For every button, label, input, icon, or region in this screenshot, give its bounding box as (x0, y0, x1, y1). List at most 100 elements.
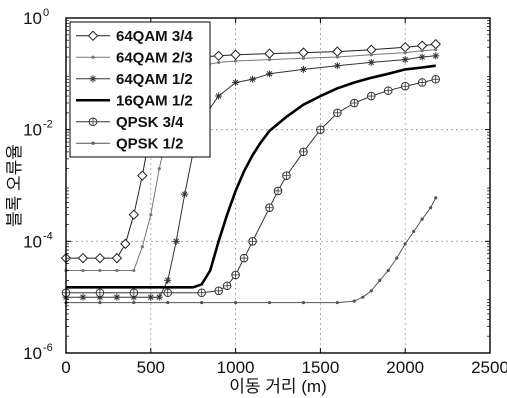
data-point (267, 300, 272, 305)
data-point (147, 293, 155, 301)
data-point (417, 78, 427, 87)
data-point (367, 58, 375, 66)
data-point (420, 49, 424, 53)
data-point (113, 293, 121, 301)
legend-item: 64QAM 1/2 (76, 71, 193, 88)
data-point (352, 299, 356, 303)
data-point (231, 270, 240, 280)
data-point (299, 147, 308, 157)
x-tick-label: 1000 (217, 358, 255, 377)
data-point (98, 300, 102, 305)
legend-label: QPSK 1/2 (116, 135, 184, 152)
data-point (213, 50, 224, 62)
data-point (361, 295, 365, 299)
y-tick-label: 10 (23, 121, 42, 140)
y-tick-exponent: -6 (43, 342, 53, 354)
data-point (166, 300, 170, 305)
data-point (137, 170, 148, 181)
data-point (266, 70, 274, 78)
y-tick-label: 10 (23, 232, 42, 251)
y-tick-exponent: -2 (43, 119, 53, 131)
legend-item: 64QAM 2/3 (76, 49, 193, 66)
data-point (128, 209, 140, 220)
data-point (403, 51, 407, 55)
data-point (403, 242, 407, 246)
data-point (157, 167, 161, 171)
legend-marker (87, 30, 99, 41)
data-point (232, 78, 240, 86)
legend-item: 16QAM 1/2 (76, 92, 193, 109)
plot-area-frame (65, 17, 491, 354)
data-point (369, 289, 373, 293)
legend-label: 64QAM 1/2 (116, 71, 193, 88)
y-axis-label: 블록 오류율 (5, 144, 24, 227)
legend-marker (91, 55, 95, 59)
data-point (383, 86, 393, 95)
data-point (234, 59, 238, 63)
series-line (66, 78, 436, 294)
data-point (366, 44, 377, 55)
data-point (299, 65, 307, 73)
data-point (234, 300, 238, 305)
series-6 (64, 196, 438, 305)
data-point (172, 237, 180, 245)
data-point (298, 47, 309, 58)
x-tick-label: 500 (137, 358, 165, 377)
data-point (111, 252, 123, 264)
data-point (416, 40, 428, 51)
data-point (249, 75, 257, 83)
data-point (301, 56, 306, 60)
data-point (98, 268, 102, 273)
legend-marker (89, 75, 97, 83)
data-point (401, 56, 409, 64)
data-point (316, 125, 325, 134)
data-point (164, 276, 172, 284)
legend-label: QPSK 3/4 (116, 114, 184, 131)
data-point (264, 48, 275, 59)
data-point (418, 53, 426, 61)
series-4 (66, 64, 436, 289)
data-point (200, 300, 204, 305)
legend-item: QPSK 3/4 (76, 114, 184, 131)
y-tick-exponent: -4 (43, 230, 53, 242)
data-point (222, 281, 232, 291)
legend-label: 64QAM 3/4 (116, 28, 193, 45)
data-point (420, 217, 424, 221)
y-tick-label: 10 (23, 344, 42, 363)
data-point (399, 41, 411, 53)
series-line (66, 64, 436, 289)
data-point (95, 288, 105, 298)
data-point (81, 268, 85, 273)
legend-label: 64QAM 2/3 (116, 49, 193, 66)
data-point (395, 256, 399, 260)
data-point (217, 60, 221, 65)
x-tick-label: 2000 (386, 358, 424, 377)
data-point (434, 196, 438, 200)
data-point (429, 206, 433, 210)
data-point (214, 286, 223, 296)
data-point (335, 55, 339, 59)
data-point (215, 92, 223, 100)
data-point (120, 238, 131, 250)
data-point (400, 81, 410, 91)
data-point (132, 268, 136, 273)
series-line (66, 197, 437, 304)
legend-item: QPSK 1/2 (76, 135, 184, 152)
x-tick-label: 1500 (301, 358, 339, 377)
data-point (273, 186, 283, 196)
data-point (434, 48, 438, 52)
data-point (149, 213, 153, 217)
data-point (332, 46, 343, 57)
data-point (333, 108, 342, 118)
legend-marker (88, 117, 98, 127)
x-axis-label: 이동 거리 (m) (229, 377, 327, 396)
data-point (129, 288, 139, 298)
data-point (366, 91, 376, 101)
x-tick-label: 2500 (471, 358, 507, 377)
data-point (197, 288, 206, 298)
y-tick-exponent: 0 (43, 7, 49, 19)
data-point (267, 57, 272, 62)
legend-marker (91, 141, 95, 145)
